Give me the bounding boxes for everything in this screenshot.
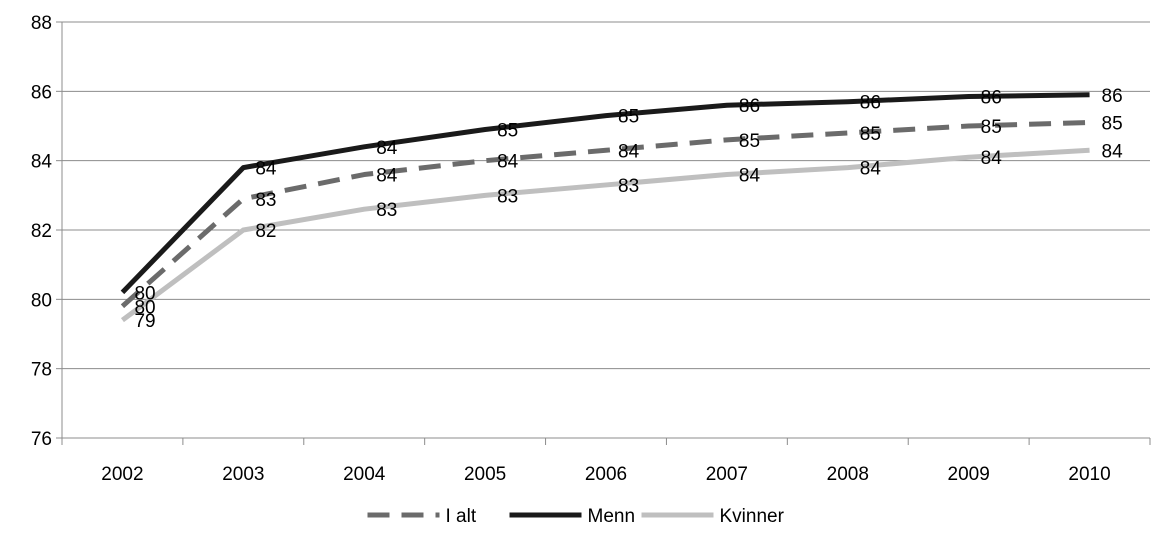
x-tick-label: 2010 [1068, 464, 1110, 485]
x-tick-label: 2002 [101, 464, 143, 485]
data-label: 86 [981, 88, 1002, 109]
data-label: 83 [497, 186, 518, 207]
legend-label: Kvinner [720, 506, 785, 527]
gridlines [62, 21, 1150, 439]
legend-label: Menn [588, 506, 636, 527]
data-label: 83 [618, 176, 639, 197]
data-label: 85 [497, 120, 518, 141]
data-label: 84 [860, 159, 882, 180]
data-label: 85 [860, 124, 881, 145]
data-label: 84 [376, 138, 398, 159]
data-label: 84 [981, 148, 1003, 169]
data-label: 79 [134, 311, 155, 332]
legend-item: Kvinner [641, 506, 785, 527]
y-tick-label: 86 [31, 82, 52, 103]
x-tick-label: 2004 [343, 464, 386, 485]
y-tick-label: 76 [31, 429, 52, 450]
data-label: 82 [255, 221, 276, 242]
series-lines [120, 92, 1090, 323]
series-line-i-alt [120, 120, 1090, 309]
data-label: 86 [1102, 86, 1123, 107]
data-label: 85 [981, 117, 1002, 138]
legend-item: Menn [509, 506, 636, 527]
x-tick-label: 2009 [948, 464, 990, 485]
x-tick-label: 2003 [222, 464, 264, 485]
x-tick-label: 2005 [464, 464, 506, 485]
series-line-kvinner [120, 147, 1090, 323]
legend-item: I alt [367, 506, 477, 527]
y-tick-label: 88 [31, 13, 52, 34]
x-tick-label: 2007 [706, 464, 748, 485]
data-label: 80 [134, 283, 155, 304]
y-tick-label: 78 [31, 360, 52, 381]
x-tick-label: 2008 [827, 464, 869, 485]
data-label: 85 [739, 131, 760, 152]
series-line-menn [120, 92, 1090, 295]
data-label: 84 [618, 141, 640, 162]
data-label: 80 [134, 297, 155, 318]
data-label: 84 [497, 152, 519, 173]
data-labels: 80 83 84 84 84 85 85 85 85 80 84 84 85 85 86 86 86 86 79 82… [134, 86, 1123, 332]
data-label: 85 [618, 107, 639, 128]
data-label: 84 [255, 159, 277, 180]
data-label: 84 [376, 166, 398, 187]
data-label: 84 [739, 166, 761, 187]
axes: 76 78 80 82 84 86 88 2002 2003 2004 2005 2006 2007 20… [31, 13, 1151, 485]
x-tick-label: 2006 [585, 464, 627, 485]
data-label: 85 [1102, 114, 1123, 135]
y-tick-label: 80 [31, 290, 52, 311]
y-tick-label: 84 [31, 152, 53, 173]
legend: I alt Menn Kvinner [367, 506, 785, 527]
data-label: 86 [860, 93, 881, 114]
y-tick-label: 82 [31, 221, 52, 242]
data-label: 83 [255, 190, 276, 211]
data-label: 83 [376, 200, 397, 221]
legend-label: I alt [446, 506, 477, 527]
data-label: 86 [739, 96, 760, 117]
data-label: 84 [1102, 141, 1124, 162]
